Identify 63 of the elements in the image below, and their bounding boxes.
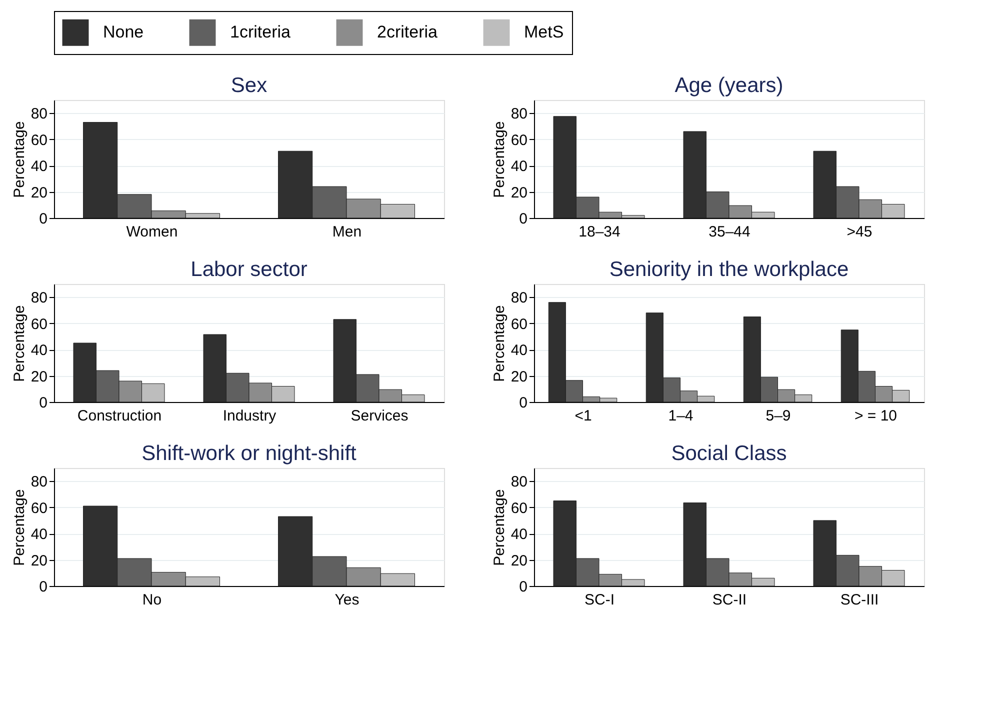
- x-tick-label: Construction: [77, 408, 162, 424]
- chart-title: Age (years): [674, 74, 784, 97]
- chart-title: Seniority in the workplace: [609, 258, 849, 281]
- x-tick-label: Men: [332, 224, 362, 240]
- y-tick-label: 80: [510, 106, 528, 123]
- chart-title: Social Class: [671, 442, 787, 465]
- y-axis-title: Percentage: [10, 121, 28, 198]
- y-tick-label: 60: [30, 132, 48, 149]
- y-axis-title: Percentage: [10, 305, 28, 382]
- x-tick-label: 5–9: [766, 408, 791, 424]
- y-tick-label: 60: [510, 500, 528, 517]
- legend-label: MetS: [524, 22, 564, 42]
- y-axis-title: Percentage: [490, 305, 508, 382]
- y-tick-label: 40: [510, 158, 528, 176]
- y-tick-label: 20: [510, 368, 528, 386]
- y-tick-label: 80: [510, 474, 528, 491]
- y-axis-title: Percentage: [490, 489, 508, 566]
- chart-title: Labor sector: [190, 258, 308, 281]
- y-tick-label: 40: [510, 342, 528, 360]
- y-tick-label: 20: [30, 552, 48, 570]
- x-tick-label: No: [142, 592, 162, 608]
- legend-label: 1criteria: [230, 22, 292, 42]
- y-tick-label: 80: [30, 106, 48, 123]
- x-tick-label: Industry: [222, 408, 277, 424]
- y-tick-label: 60: [30, 500, 48, 517]
- y-axis-title: Percentage: [490, 121, 508, 198]
- y-tick-label: 40: [30, 158, 48, 176]
- x-tick-label: 1–4: [668, 408, 694, 424]
- x-tick-label: > = 10: [854, 408, 898, 424]
- y-tick-label: 20: [30, 184, 48, 202]
- y-tick-label: 60: [510, 132, 528, 149]
- y-tick-label: 40: [30, 526, 48, 544]
- y-tick-label: 40: [510, 526, 528, 544]
- x-tick-label: <1: [574, 408, 592, 424]
- y-tick-label: 60: [510, 316, 528, 333]
- y-tick-label: 40: [30, 342, 48, 360]
- x-tick-label: Women: [126, 224, 178, 240]
- y-tick-label: 0: [519, 578, 528, 596]
- y-tick-label: 20: [510, 184, 528, 202]
- x-tick-label: Yes: [334, 592, 360, 608]
- y-tick-label: 20: [510, 552, 528, 570]
- y-tick-label: 0: [519, 394, 528, 412]
- y-tick-label: 60: [30, 316, 48, 333]
- chart-title: Shift-work or night-shift: [142, 442, 357, 465]
- y-tick-label: 80: [30, 474, 48, 491]
- x-tick-label: Services: [350, 408, 408, 424]
- legend-label: None: [103, 22, 144, 42]
- chart-title: Sex: [230, 74, 268, 97]
- y-tick-label: 80: [30, 290, 48, 307]
- y-tick-label: 80: [510, 290, 528, 307]
- y-tick-label: 0: [39, 578, 48, 596]
- x-tick-label: 18–34: [578, 224, 620, 240]
- y-tick-label: 0: [519, 210, 528, 228]
- x-tick-label: SC-II: [712, 592, 747, 608]
- x-tick-label: 35–44: [708, 224, 750, 240]
- y-axis-title: Percentage: [10, 489, 28, 566]
- y-tick-label: 20: [30, 368, 48, 386]
- x-tick-label: >45: [846, 224, 872, 240]
- x-tick-label: SC-III: [840, 592, 879, 608]
- y-tick-label: 0: [39, 394, 48, 412]
- y-tick-label: 0: [39, 210, 48, 228]
- legend-label: 2criteria: [377, 22, 438, 42]
- x-tick-label: SC-I: [584, 592, 614, 608]
